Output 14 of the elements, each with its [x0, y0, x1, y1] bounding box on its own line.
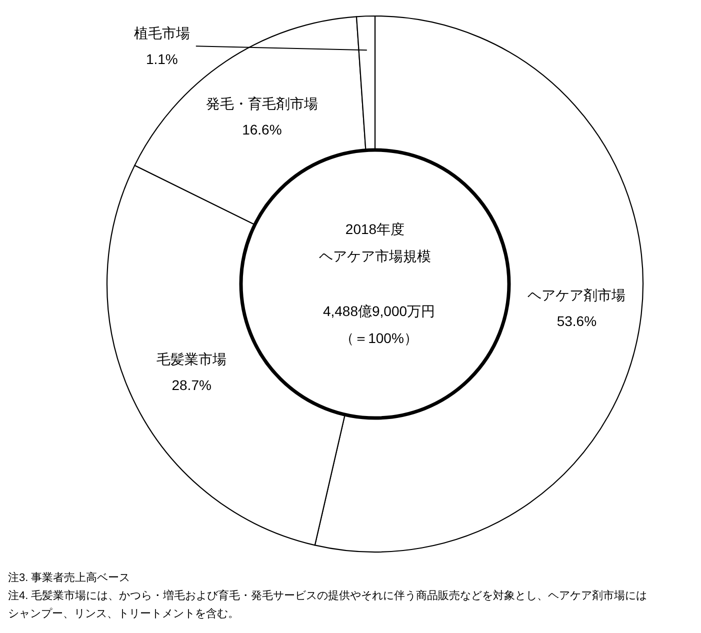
slice-label: 発毛・育毛剤市場	[206, 95, 318, 112]
data-label: 1.1%	[146, 51, 178, 68]
annotation: 4,488億9,000万円	[322, 303, 436, 319]
annotation: （＝100%）	[340, 330, 418, 346]
slice-label: 植毛市場	[134, 25, 190, 42]
subtitle: ヘアケア市場規模	[319, 248, 431, 264]
data-label: 53.6%	[556, 312, 597, 329]
slice-label: 毛髪業市場	[156, 351, 227, 368]
text: 注4. 毛髪業市場には、かつら・増毛および育毛・発毛サービスの提供やそれに伴う商品販売などを対象とし、ヘアケア剤市場にはシャンプー、リンス、トリートメントを含む。	[8, 588, 648, 622]
data-label: 28.7%	[172, 377, 212, 394]
title: 2018年度	[345, 221, 405, 237]
data-label: 16.6%	[242, 121, 282, 138]
slice-label: ヘアケア剤市場	[528, 286, 626, 303]
text: 注3. 事業者売上高ベース	[8, 570, 132, 586]
